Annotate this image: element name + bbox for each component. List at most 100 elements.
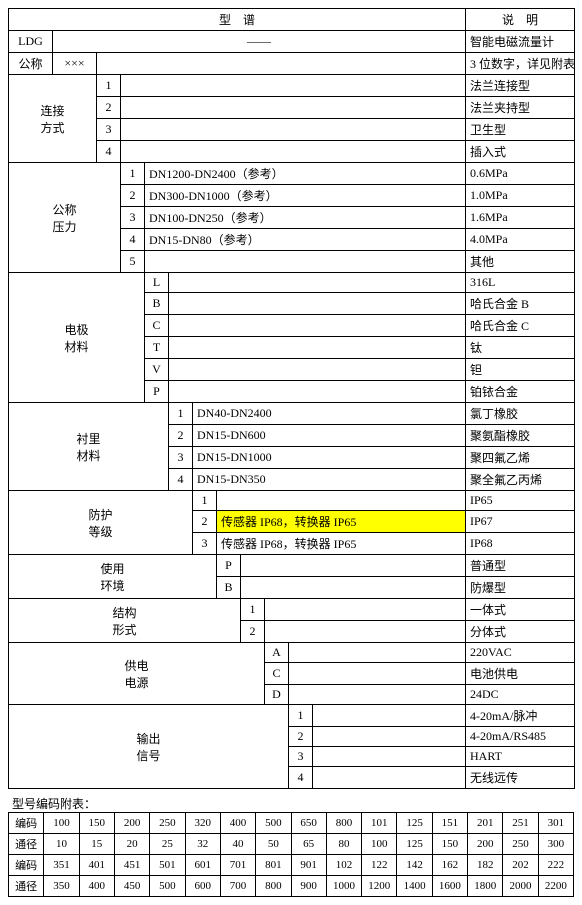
gongdian-label: 供电 电源 — [9, 643, 265, 705]
dj-1-c: L — [145, 273, 169, 293]
yl-2-d: 1.0MPa — [466, 185, 575, 207]
appendix-table: 编码 100150 200250 320400 500650 800101 12… — [8, 812, 574, 897]
dj-5-d: 钽 — [466, 359, 575, 381]
yl-5-c: 5 — [121, 251, 145, 273]
lj-1-s — [121, 75, 466, 97]
dj-4-d: 钛 — [466, 337, 575, 359]
dj-3-c: C — [145, 315, 169, 337]
fanghu-label: 防护 等级 — [9, 491, 193, 555]
lj-4-c: 4 — [97, 141, 121, 163]
lj-4-d: 插入式 — [466, 141, 575, 163]
sc-3-s — [313, 747, 466, 767]
yl-2-v: DN300-DN1000（参考） — [145, 185, 466, 207]
dj-4-c: T — [145, 337, 169, 359]
cl-4-c: 4 — [169, 469, 193, 491]
sc-1-s — [313, 705, 466, 727]
lj-2-c: 2 — [97, 97, 121, 119]
sc-1-c: 1 — [289, 705, 313, 727]
sy-1-s — [241, 555, 466, 577]
cl-3-d: 聚四氟乙烯 — [466, 447, 575, 469]
cl-2-v: DN15-DN600 — [193, 425, 466, 447]
yl-1-c: 1 — [121, 163, 145, 185]
yl-5-d: 其他 — [466, 251, 575, 273]
cl-2-d: 聚氨酯橡胶 — [466, 425, 575, 447]
lj-3-c: 3 — [97, 119, 121, 141]
cl-4-d: 聚全氟乙丙烯 — [466, 469, 575, 491]
yl-5-s — [145, 251, 466, 273]
dj-1-d: 316L — [466, 273, 575, 293]
header-model: 型 谱 — [9, 9, 466, 31]
dj-3-s — [169, 315, 466, 337]
jg-1-d: 一体式 — [466, 599, 575, 621]
appendix-head-dia-1: 通径 — [9, 834, 44, 855]
fh-2-c: 2 — [193, 511, 217, 533]
cl-2-c: 2 — [169, 425, 193, 447]
gd-3-c: D — [265, 685, 289, 705]
fh-3-v: 传感器 IP68，转换器 IP65 — [217, 533, 466, 555]
dj-5-c: V — [145, 359, 169, 381]
cl-4-v: DN15-DN350 — [193, 469, 466, 491]
ldg-desc: 智能电磁流量计 — [466, 31, 575, 53]
lj-3-d: 卫生型 — [466, 119, 575, 141]
shuchu-label: 输出 信号 — [9, 705, 289, 789]
sy-2-c: B — [217, 577, 241, 599]
yl-1-d: 0.6MPa — [466, 163, 575, 185]
lj-1-c: 1 — [97, 75, 121, 97]
lj-4-s — [121, 141, 466, 163]
dj-6-s — [169, 381, 466, 403]
gc-desc: 3 位数字，详见附表 — [466, 53, 575, 75]
yl-3-v: DN100-DN250（参考） — [145, 207, 466, 229]
yl-3-c: 3 — [121, 207, 145, 229]
sc-4-c: 4 — [289, 767, 313, 789]
appendix-row-2: 通径 1015 2025 3240 5065 80100 125150 2002… — [9, 834, 574, 855]
sc-2-s — [313, 727, 466, 747]
gd-1-d: 220VAC — [466, 643, 575, 663]
appendix-label: 型号编码附表： — [8, 795, 574, 812]
appendix-head-code-2: 编码 — [9, 855, 44, 876]
yali-label: 公称 压力 — [9, 163, 121, 273]
appendix-row-4: 通径 350400 450500 600700 800900 10001200 … — [9, 876, 574, 897]
appendix-row-1: 编码 100150 200250 320400 500650 800101 12… — [9, 813, 574, 834]
sc-4-d: 无线远传 — [466, 767, 575, 789]
gd-3-d: 24DC — [466, 685, 575, 705]
appendix-head-dia-2: 通径 — [9, 876, 44, 897]
sc-3-c: 3 — [289, 747, 313, 767]
yl-1-v: DN1200-DN2400（参考） — [145, 163, 466, 185]
sc-3-d: HART — [466, 747, 575, 767]
fh-3-c: 3 — [193, 533, 217, 555]
ldg-val: —— — [53, 31, 466, 53]
gd-2-c: C — [265, 663, 289, 685]
jg-2-d: 分体式 — [466, 621, 575, 643]
gc-code: 公称 — [9, 53, 53, 75]
gc-val: ××× — [53, 53, 97, 75]
jiegou-label: 结构 形式 — [9, 599, 241, 643]
gd-2-s — [289, 663, 466, 685]
gd-1-c: A — [265, 643, 289, 663]
sc-2-d: 4-20mA/RS485 — [466, 727, 575, 747]
lianjie-label: 连接 方式 — [9, 75, 97, 163]
dj-4-s — [169, 337, 466, 359]
yl-4-v: DN15-DN80（参考） — [145, 229, 466, 251]
gc-spacer — [97, 53, 466, 75]
dj-1-s — [169, 273, 466, 293]
cl-3-c: 3 — [169, 447, 193, 469]
fh-1-d: IP65 — [466, 491, 575, 511]
sc-4-s — [313, 767, 466, 789]
sy-1-d: 普通型 — [466, 555, 575, 577]
sc-1-d: 4-20mA/脉冲 — [466, 705, 575, 727]
gd-3-s — [289, 685, 466, 705]
shiyong-label: 使用 环境 — [9, 555, 217, 599]
dj-6-d: 铂铱合金 — [466, 381, 575, 403]
yl-2-c: 2 — [121, 185, 145, 207]
fh-2-d: IP67 — [466, 511, 575, 533]
lj-2-d: 法兰夹持型 — [466, 97, 575, 119]
jg-1-c: 1 — [241, 599, 265, 621]
dj-6-c: P — [145, 381, 169, 403]
dj-5-s — [169, 359, 466, 381]
lj-3-s — [121, 119, 466, 141]
sy-2-s — [241, 577, 466, 599]
dj-2-d: 哈氏合金 B — [466, 293, 575, 315]
dj-2-c: B — [145, 293, 169, 315]
appendix-row-3: 编码 351401 451501 601701 801901 102122 14… — [9, 855, 574, 876]
fh-1-s — [217, 491, 466, 511]
